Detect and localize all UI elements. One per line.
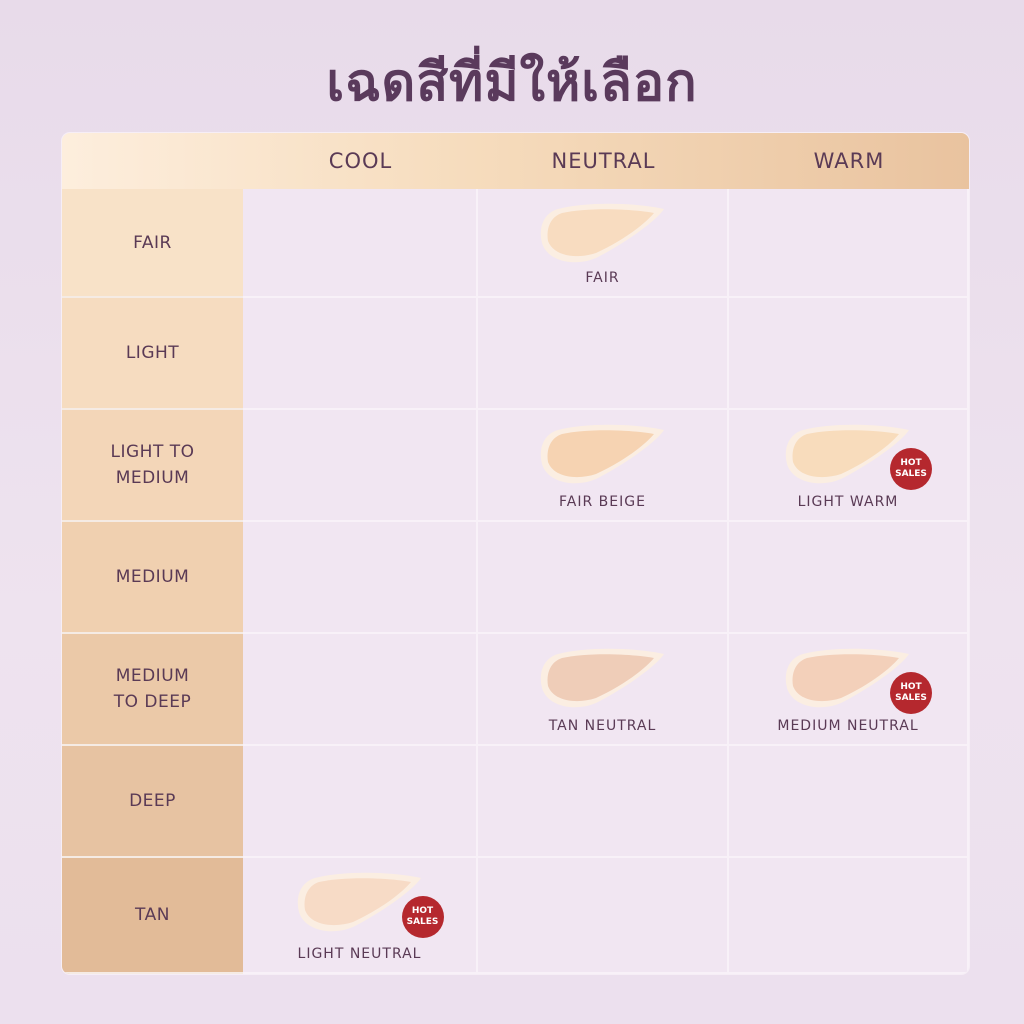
shade-name: TAN NEUTRAL xyxy=(548,718,657,734)
table-cell[interactable]: HOT SALES LIGHT NEUTRAL xyxy=(243,858,478,974)
badge-text: SALES xyxy=(895,469,927,479)
badge-text: SALES xyxy=(406,917,439,927)
shade-swatch xyxy=(785,648,909,708)
table-cell xyxy=(729,189,969,298)
table-cell xyxy=(478,858,729,974)
table-cell[interactable]: FAIR xyxy=(478,189,729,298)
hot-sales-badge: HOT SALES xyxy=(890,448,932,490)
badge-text: HOT xyxy=(411,906,434,916)
hot-sales-badge: HOT SALES xyxy=(890,672,932,714)
table-cell xyxy=(243,634,478,746)
table-cell xyxy=(729,298,969,410)
row-header: LIGHT TO MEDIUM xyxy=(62,410,243,522)
row-header: LIGHT xyxy=(62,298,243,410)
table-cell[interactable]: TAN NEUTRAL xyxy=(478,634,729,746)
hot-sales-badge: HOT SALES xyxy=(401,896,444,938)
table-cell xyxy=(243,746,478,858)
shade-swatch xyxy=(785,424,909,484)
table-cell xyxy=(243,189,478,298)
table-cell xyxy=(478,746,729,858)
shade-swatch xyxy=(540,424,664,484)
shade-table: COOL NEUTRAL WARM FAIR FAIR LIGHT LIGHT TO MED… xyxy=(62,133,969,974)
row-header: MEDIUM TO DEEP xyxy=(62,634,243,746)
badge-text: HOT xyxy=(900,458,922,468)
page-title: เฉดสีที่มีให้เลือก xyxy=(326,53,698,113)
row-header: MEDIUM xyxy=(62,522,243,634)
table-cell xyxy=(729,522,969,634)
table-cell[interactable]: HOT SALES MEDIUM NEUTRAL xyxy=(729,634,969,746)
shade-name: FAIR BEIGE xyxy=(559,494,646,510)
table-cell xyxy=(729,746,969,858)
table-header xyxy=(62,133,969,189)
badge-text: HOT xyxy=(900,682,922,692)
row-header: DEEP xyxy=(62,746,243,858)
shade-swatch xyxy=(540,648,664,708)
column-header-warm: WARM xyxy=(813,149,885,173)
shade-swatch xyxy=(297,872,421,932)
table-cell xyxy=(478,298,729,410)
table-cell xyxy=(243,410,478,522)
row-header: TAN xyxy=(62,858,243,974)
shade-swatch xyxy=(540,203,664,263)
badge-text: SALES xyxy=(895,693,927,703)
shade-name: FAIR xyxy=(585,270,620,286)
table-cell[interactable]: FAIR BEIGE xyxy=(478,410,729,522)
row-header: FAIR xyxy=(62,189,243,298)
shade-name: LIGHT NEUTRAL xyxy=(297,946,422,962)
table-cell xyxy=(478,522,729,634)
shade-name: MEDIUM NEUTRAL xyxy=(777,718,919,734)
shade-name: LIGHT WARM xyxy=(797,494,899,510)
column-header-cool: COOL xyxy=(328,149,393,173)
table-cell xyxy=(243,522,478,634)
column-header-neutral: NEUTRAL xyxy=(551,149,656,173)
table-cell xyxy=(243,298,478,410)
table-cell[interactable]: HOT SALES LIGHT WARM xyxy=(729,410,969,522)
table-cell xyxy=(729,858,969,974)
